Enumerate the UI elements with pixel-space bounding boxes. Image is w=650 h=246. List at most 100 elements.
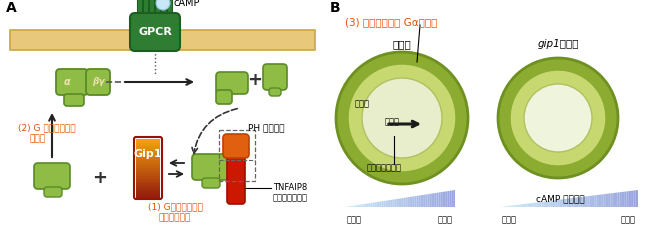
Polygon shape	[560, 199, 562, 207]
Bar	[136, 176, 160, 178]
FancyBboxPatch shape	[86, 69, 110, 95]
Polygon shape	[564, 199, 567, 207]
Polygon shape	[541, 202, 543, 207]
Polygon shape	[372, 202, 374, 207]
Polygon shape	[519, 204, 521, 207]
Bar	[136, 191, 160, 194]
Bar	[136, 174, 160, 176]
Polygon shape	[622, 192, 624, 207]
Polygon shape	[420, 195, 422, 207]
Text: cAMP: cAMP	[173, 0, 200, 8]
Polygon shape	[354, 205, 356, 207]
Polygon shape	[571, 198, 573, 207]
FancyBboxPatch shape	[150, 0, 155, 13]
Polygon shape	[608, 193, 610, 207]
Circle shape	[498, 58, 618, 178]
Text: 高濃度: 高濃度	[438, 215, 453, 224]
Bar	[136, 147, 160, 149]
Polygon shape	[636, 190, 638, 207]
Text: 高濃度: 高濃度	[621, 215, 636, 224]
Bar	[136, 195, 160, 198]
Polygon shape	[369, 203, 370, 207]
Text: (2) G タンパク質の: (2) G タンパク質の	[18, 123, 75, 133]
Text: cAMP 濃度勾配: cAMP 濃度勾配	[536, 194, 584, 203]
Circle shape	[348, 64, 456, 172]
Polygon shape	[419, 195, 420, 207]
Polygon shape	[546, 201, 549, 207]
Text: 細胞膜: 細胞膜	[355, 99, 370, 108]
FancyBboxPatch shape	[216, 90, 232, 104]
Bar	[136, 172, 160, 174]
Polygon shape	[385, 200, 387, 207]
Text: 低濃度: 低濃度	[502, 215, 517, 224]
Polygon shape	[551, 200, 553, 207]
Polygon shape	[450, 191, 451, 207]
Polygon shape	[404, 198, 406, 207]
Bar	[136, 145, 160, 147]
Text: 細胞質: 細胞質	[385, 118, 400, 126]
Polygon shape	[415, 196, 417, 207]
Polygon shape	[422, 195, 424, 207]
Polygon shape	[430, 194, 431, 207]
Polygon shape	[504, 206, 507, 207]
Polygon shape	[530, 203, 532, 207]
Polygon shape	[350, 206, 352, 207]
Polygon shape	[633, 190, 636, 207]
Polygon shape	[619, 192, 622, 207]
Circle shape	[362, 78, 442, 158]
Polygon shape	[555, 200, 558, 207]
Polygon shape	[370, 203, 372, 207]
Bar	[136, 149, 160, 151]
Polygon shape	[537, 202, 539, 207]
Polygon shape	[613, 193, 615, 207]
Polygon shape	[629, 191, 631, 207]
Polygon shape	[356, 205, 358, 207]
FancyBboxPatch shape	[263, 64, 287, 90]
Polygon shape	[562, 199, 564, 207]
Polygon shape	[411, 197, 413, 207]
Polygon shape	[435, 193, 437, 207]
Polygon shape	[594, 195, 597, 207]
Circle shape	[156, 0, 170, 10]
Polygon shape	[376, 202, 378, 207]
Polygon shape	[384, 201, 385, 207]
Text: 細胞応答の方向: 細胞応答の方向	[367, 164, 402, 172]
Polygon shape	[448, 191, 450, 207]
Polygon shape	[378, 202, 380, 207]
Polygon shape	[374, 202, 376, 207]
Polygon shape	[391, 200, 393, 207]
Polygon shape	[440, 192, 442, 207]
Polygon shape	[361, 204, 363, 207]
Polygon shape	[627, 191, 629, 207]
Circle shape	[510, 70, 606, 166]
Polygon shape	[413, 196, 415, 207]
Polygon shape	[409, 197, 411, 207]
Polygon shape	[573, 198, 576, 207]
Polygon shape	[576, 197, 578, 207]
Polygon shape	[516, 205, 519, 207]
Polygon shape	[428, 194, 430, 207]
Polygon shape	[363, 204, 365, 207]
Polygon shape	[512, 205, 514, 207]
Text: +: +	[248, 71, 263, 89]
Text: A: A	[6, 1, 17, 15]
FancyBboxPatch shape	[155, 0, 161, 13]
Bar	[10, 30, 315, 50]
Text: +: +	[92, 169, 107, 187]
Polygon shape	[590, 196, 592, 207]
Polygon shape	[417, 196, 419, 207]
Polygon shape	[509, 206, 512, 207]
Bar	[136, 153, 160, 155]
Polygon shape	[525, 204, 528, 207]
FancyBboxPatch shape	[34, 163, 70, 189]
Bar	[136, 178, 160, 180]
Polygon shape	[507, 206, 509, 207]
Bar	[136, 162, 160, 165]
Polygon shape	[580, 197, 583, 207]
Polygon shape	[502, 206, 504, 207]
Text: PH ドメイン: PH ドメイン	[248, 123, 285, 132]
Polygon shape	[578, 197, 580, 207]
Polygon shape	[358, 205, 359, 207]
Polygon shape	[408, 197, 409, 207]
Bar	[136, 193, 160, 196]
